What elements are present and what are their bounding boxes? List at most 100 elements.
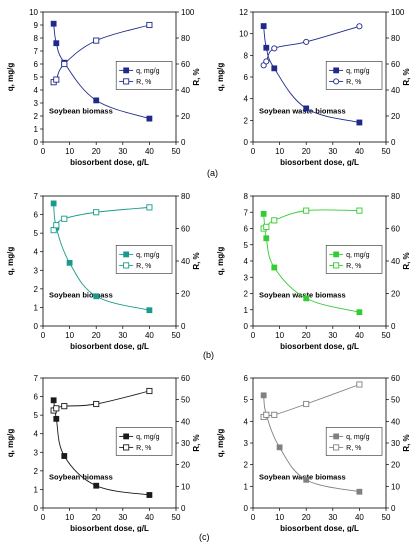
data-point [356,207,363,214]
data-point [146,387,153,395]
y2-tick-label: 20 [391,461,400,470]
y-tick-label: 8 [244,192,249,201]
data-point [271,411,278,418]
y-tick-label: 4 [34,248,39,257]
x-tick-label: 20 [302,331,311,340]
y2-axis-label: R, % [402,434,411,451]
data-point [260,392,267,399]
y-tick-label: 6 [34,211,39,220]
x-axis-label: biosorbent dose, g/L [280,158,359,166]
y-tick-label: 2 [34,112,39,121]
data-point [50,397,57,404]
x-tick-label: 10 [275,331,284,340]
chart-6: 0 10 20 30 40 5001234560102030405060biosorben… [216,374,411,532]
data-point [50,200,57,207]
legend-label: R, % [346,79,361,86]
legend-label: R, % [346,445,361,452]
y-tick-label: 2 [244,116,249,125]
legend-box [115,61,173,90]
x-tick-label: 20 [302,147,311,156]
y-tick-label: 4 [244,95,249,104]
y2-tick-label: 60 [391,374,400,383]
series-points-2 [50,204,153,234]
legend-label: q, mg/g [136,68,159,75]
y2-tick-label: 80 [181,192,190,201]
x-axis-label: biosorbent dose, g/L [280,342,359,350]
y-tick-label: 7 [244,208,249,217]
y-tick-label: 1 [34,303,39,312]
x-tick-label: 30 [118,513,127,522]
y-axis-label: q, mg/g [6,247,15,276]
y-axis-label: q, mg/g [216,247,225,276]
series-line-2 [263,384,360,418]
y-tick-label: 6 [244,374,249,383]
data-point [303,476,310,483]
data-point [146,307,153,314]
y2-tick-label: 50 [391,396,400,405]
y-tick-label: 6 [244,73,249,82]
y-tick-label: 8 [244,51,249,60]
legend: q, mg/g R, % [115,245,173,274]
biomass-label: Soybean biomass [49,106,113,115]
panel-label-b: (b) [203,350,214,360]
y2-tick-label: 100 [181,8,195,17]
x-tick-label: 0 [41,513,46,522]
series-points-1 [260,23,363,126]
x-tick-label: 50 [382,331,391,340]
series-points-2 [50,21,153,86]
y-tick-label: 7 [34,374,39,383]
y-tick-label: 3 [244,439,249,448]
y-tick-label: 0 [244,138,249,147]
x-tick-label: 30 [328,513,337,522]
x-tick-label: 10 [275,513,284,522]
y2-tick-label: 0 [181,504,186,513]
y2-tick-label: 20 [181,461,190,470]
x-tick-label: 50 [172,513,181,522]
x-tick-label: 0 [41,331,46,340]
x-axis-label: biosorbent dose, g/L [70,342,149,350]
legend-label: R, % [346,263,361,270]
y-tick-label: 0 [34,322,39,331]
data-point [263,44,270,51]
y2-tick-label: 0 [391,504,396,513]
data-point [50,20,57,27]
data-point [303,105,310,112]
legend-marker [123,444,130,451]
data-point [303,400,310,408]
x-tick-label: 20 [302,513,311,522]
data-point [263,235,270,242]
series-line-2 [263,209,360,229]
y-tick-label: 1 [244,482,249,491]
data-point [271,217,278,224]
legend-label: R, % [136,263,151,270]
data-point [303,38,310,45]
y-tick-label: 6 [34,60,39,69]
y-tick-label: 6 [34,393,39,402]
y2-tick-label: 60 [181,60,190,69]
y2-axis-label: R, % [402,252,411,269]
legend-marker [123,78,130,85]
y-tick-label: 10 [239,30,248,39]
series-line-2 [263,25,360,66]
x-tick-label: 10 [65,513,74,522]
y-tick-label: 5 [34,411,39,420]
legend-marker [333,433,340,440]
y2-axis-label: R, % [192,434,201,451]
y-tick-label: 8 [34,34,39,43]
data-point [303,207,310,214]
data-point [260,210,267,217]
y-tick-label: 5 [244,241,249,250]
y2-tick-label: 20 [391,112,400,121]
y2-tick-label: 30 [181,439,190,448]
legend-box [325,427,383,456]
data-point [271,65,278,72]
y-tick-label: 10 [29,8,38,17]
legend: q, mg/g R, % [115,61,173,90]
data-point [93,209,100,216]
y-tick-label: 6 [244,225,249,234]
legend-marker [333,444,340,451]
y-tick-label: 7 [34,47,39,56]
y-tick-label: 4 [244,257,249,266]
y-tick-label: 5 [244,396,249,405]
data-point [53,222,60,229]
